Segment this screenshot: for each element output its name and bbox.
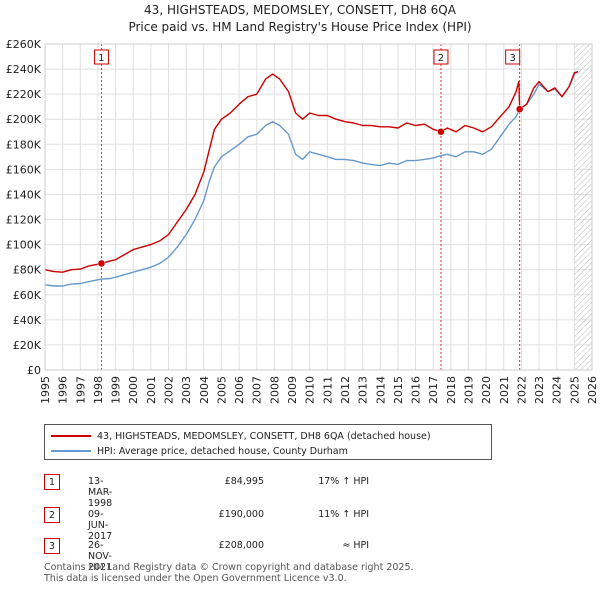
x-tick-label: 2019 [462,376,475,404]
transaction-marker-label: 1 [98,53,104,64]
legend-label-hpi: HPI: Average price, detached house, Coun… [97,445,348,457]
y-tick-label: £40K [13,314,42,327]
y-tick-label: £160K [6,163,42,176]
plot-area [45,44,592,370]
x-tick-label: 1997 [74,376,87,404]
price-chart: 1 2 3 £0 £20K £40K £60K £80K £100K £120K £140K £16… [6,38,599,404]
transaction-hpi: 11% ↑ HPI [318,509,369,520]
transaction-marker-label: 3 [509,53,515,64]
transaction-point [515,105,524,113]
x-tick-label: 2010 [304,376,317,404]
legend-label-property: 43, HIGHSTEADS, MEDOMSLEY, CONSETT, DH8 … [97,430,431,442]
transaction-price: £84,995 [224,476,264,487]
transaction-marker-box [433,49,449,65]
legend-swatch-hpi [51,450,91,452]
property-price-line [44,70,579,273]
y-tick-label: £120K [6,214,42,227]
legend: 43, HIGHSTEADS, MEDOMSLEY, CONSETT, DH8 … [44,424,492,460]
x-tick-label: 2011 [321,376,334,404]
x-tick-label: 2018 [445,376,458,404]
transaction-price: £190,000 [218,509,264,520]
x-tick-label: 2009 [286,376,299,404]
x-tick-label: 2007 [251,376,264,404]
legend-item-hpi: HPI: Average price, detached house, Coun… [51,444,348,458]
x-tick-label: 2020 [480,376,493,404]
x-tick-label: 2022 [515,376,528,404]
x-tick-label: 1995 [39,376,52,404]
transaction-point [437,128,445,136]
legend-item-property: 43, HIGHSTEADS, MEDOMSLEY, CONSETT, DH8 … [51,429,431,443]
x-tick-label: 1999 [110,376,123,404]
transaction-date: 09-JUN-2017 [88,509,113,542]
transaction-marker-box [505,49,521,65]
transaction-date: 26-NOV-2021 [88,540,113,573]
x-tick-label: 2004 [198,376,211,404]
y-tick-label: £0 [27,364,41,377]
x-tick-label: 2024 [551,376,564,404]
x-tick-label: 2002 [163,376,176,404]
transaction-badge: 3 [44,538,60,554]
x-tick-label: 2001 [145,376,158,404]
x-tick-label: 2003 [180,376,193,404]
transaction-badge: 1 [44,474,60,490]
transaction-price: £208,000 [218,540,264,551]
plot-border [44,43,593,371]
y-tick-label: £180K [6,138,42,151]
transaction-point [97,259,106,268]
transaction-badge: 2 [44,507,60,523]
y-tick-label: £140K [6,188,42,201]
x-tick-label: 1996 [57,376,70,404]
future-hatch-region [574,44,592,370]
x-tick-label: 2013 [357,376,370,404]
transaction-marker-label: 2 [438,53,444,64]
transaction-marker-box [93,49,109,65]
transaction-hpi: 17% ↑ HPI [318,476,369,487]
x-tick-label: 1998 [92,376,105,404]
y-tick-label: £60K [13,289,42,302]
chart-subtitle: Price paid vs. HM Land Registry's House … [128,20,472,34]
x-tick-label: 2017 [427,376,440,404]
y-tick-label: £260K [6,38,42,51]
transaction-hpi: ≈ HPI [342,540,369,551]
chart-title: 43, HIGHSTEADS, MEDOMSLEY, CONSETT, DH8 … [144,3,456,17]
x-tick-label: 2025 [568,376,581,404]
footer-licence: This data is licensed under the Open Gov… [44,573,347,584]
hpi-line [44,71,579,287]
x-tick-label: 2023 [533,376,546,404]
x-tick-label: 2015 [392,376,405,404]
y-tick-label: £240K [6,63,42,76]
x-tick-label: 2008 [268,376,281,404]
y-tick-label: £220K [6,88,42,101]
x-tick-label: 2021 [498,376,511,404]
y-tick-label: £100K [6,239,42,252]
footer-copyright: Contains HM Land Registry data © Crown c… [44,562,414,573]
y-tick-label: £20K [13,339,42,352]
x-tick-label: 2016 [410,376,423,404]
x-tick-label: 2026 [586,376,599,404]
x-tick-label: 2005 [215,376,228,404]
x-tick-label: 2012 [339,376,352,404]
x-tick-label: 2006 [233,376,246,404]
x-tick-label: 2000 [127,376,140,404]
legend-swatch-property [51,435,91,437]
transaction-date: 13-MAR-1998 [88,476,113,509]
x-tick-label: 2014 [374,376,387,404]
y-tick-label: £200K [6,113,42,126]
y-tick-label: £80K [13,264,42,277]
